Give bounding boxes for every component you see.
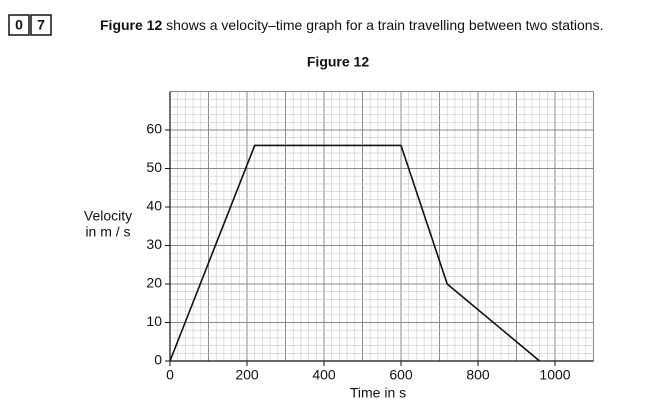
- y-tick-label: 50: [146, 159, 162, 175]
- y-tick-label: 10: [146, 313, 162, 329]
- x-tick-label: 800: [466, 367, 490, 383]
- x-tick-label: 1000: [539, 367, 570, 383]
- intro: Figure 12 shows a velocity–time graph fo…: [100, 17, 603, 33]
- y-tick-label: 40: [146, 198, 162, 214]
- number-box: [8, 14, 30, 36]
- velocity-line: [169, 144, 541, 362]
- y-axis-label: Velocity: [84, 208, 132, 224]
- y-tick-label: 20: [146, 275, 162, 291]
- y-tick-label: 30: [146, 236, 162, 252]
- x-tick-label: 0: [166, 367, 174, 383]
- question-digit: 7: [37, 17, 45, 33]
- chart-title: Figure 12: [307, 54, 369, 70]
- x-tick-label: 400: [312, 367, 336, 383]
- number-box: [30, 14, 52, 36]
- question-digit: 0: [15, 17, 23, 33]
- x-axis-label: Time in s: [350, 385, 406, 401]
- x-tick-label: 600: [389, 367, 413, 383]
- y-tick-label: 60: [146, 121, 162, 137]
- intro-bold: Figure 12: [100, 17, 162, 33]
- intro-text: shows a velocity–time graph for a train …: [166, 17, 603, 33]
- y-axis-label: in m / s: [85, 224, 130, 240]
- x-tick-label: 200: [235, 367, 259, 383]
- y-tick-label: 0: [154, 352, 162, 368]
